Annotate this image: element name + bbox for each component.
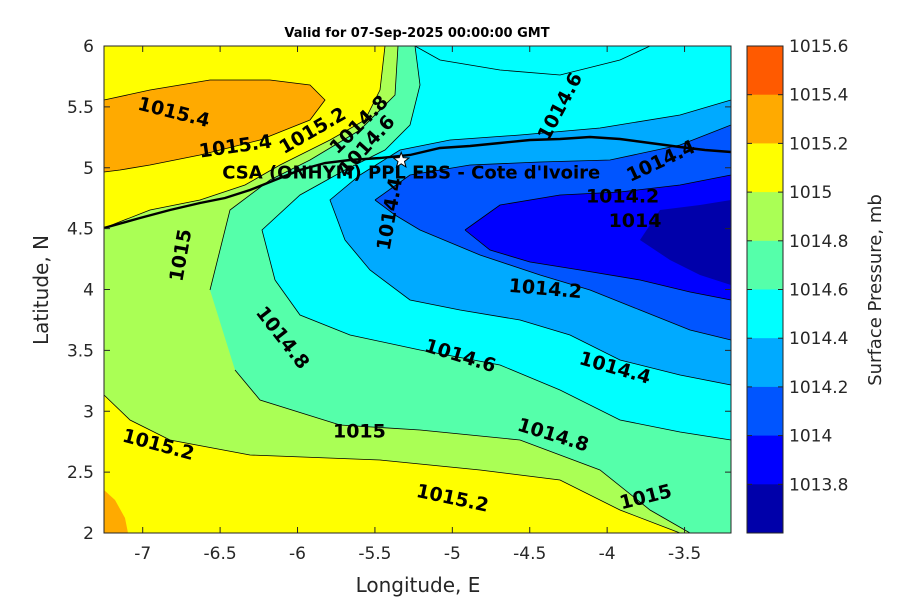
colorbar-tick-label: 1014.4	[789, 329, 848, 349]
colorbar-label: Surface Pressure, mb	[865, 194, 886, 386]
contour-line	[274, 279, 731, 441]
colorbar-segment	[747, 386, 783, 437]
contour-line	[374, 124, 731, 201]
y-tick-label: 3	[83, 402, 94, 422]
contour-lines	[104, 46, 731, 533]
y-tick-label: 2.5	[67, 463, 94, 483]
x-tick-label: -5.5	[358, 544, 391, 564]
site-label: CSA (ONHYM) PPL EBS - Cote d'Ivoire	[222, 162, 600, 183]
x-tick-label: -7	[134, 544, 151, 564]
contour-line	[209, 46, 399, 291]
colorbar-tick-label: 1015.6	[789, 37, 848, 57]
colorbar-tick-label: 1014.8	[789, 232, 848, 252]
coastline	[104, 135, 731, 230]
contour-fill	[104, 46, 731, 533]
contour-line	[464, 174, 731, 231]
x-tick-label: -3.5	[668, 544, 701, 564]
site-star-marker	[392, 150, 411, 169]
x-tick-label: -6.5	[204, 544, 237, 564]
colorbar-segment	[747, 435, 783, 485]
y-tick-label: 6	[83, 37, 94, 57]
contour-line	[234, 369, 691, 533]
colorbar-segment	[747, 484, 783, 534]
contour-line	[329, 99, 731, 241]
contour-label: 1015	[333, 420, 386, 442]
x-axis-label: Longitude, E	[356, 573, 481, 597]
colorbar-segment	[747, 240, 783, 290]
colorbar-segment	[747, 94, 783, 144]
colorbar-tick-label: 1015	[789, 183, 832, 203]
contour-line	[464, 229, 731, 301]
contour-line	[344, 239, 731, 386]
colorbar-segment	[747, 289, 783, 339]
contour-label: 1014.2	[586, 185, 659, 207]
x-tick-label: -5	[444, 544, 461, 564]
colorbar-segment	[747, 143, 783, 193]
site-marker-group: CSA (ONHYM) PPL EBS - Cote d'Ivoire	[222, 150, 600, 183]
level-1015-2-fill-top	[104, 80, 325, 172]
level-1013-8-fill	[465, 175, 731, 300]
colorbar-tick-label: 1015.4	[789, 86, 848, 106]
contour-line	[104, 79, 326, 173]
y-axis-label: Latitude, N	[29, 235, 53, 345]
y-axis: 2 2.5 3 3.5 4 4.5 5 5.5 6	[67, 37, 731, 544]
colorbar-tick-label: 1015.2	[789, 134, 848, 154]
y-tick-label: 4.5	[67, 220, 94, 240]
x-axis: -7 -6.5 -6 -5.5 -5 -4.5 -4 -3.5	[134, 46, 701, 564]
contour-line	[374, 199, 731, 341]
colorbar-tick-label: 1014.6	[789, 281, 848, 301]
x-tick-label: -6	[289, 544, 306, 564]
colorbar-segment	[747, 46, 783, 96]
level-1015-2-fill-corner	[104, 490, 128, 533]
x-tick-label: -4.5	[513, 544, 546, 564]
contour-line	[414, 46, 651, 76]
colorbar-tick-label: 1013.8	[789, 475, 848, 495]
y-tick-label: 5.5	[67, 98, 94, 118]
contour-label: 1014	[609, 210, 662, 232]
y-tick-label: 5	[83, 159, 94, 179]
chart-title: Valid for 07-Sep-2025 00:00:00 GMT	[284, 26, 549, 41]
level-1013-6-fill	[640, 200, 731, 285]
colorbar-tick-label: 1014.2	[789, 378, 848, 398]
y-tick-label: 4	[83, 281, 94, 301]
y-tick-label: 3.5	[67, 341, 94, 361]
colorbar-tick-label: 1014	[789, 427, 832, 447]
y-tick-label: 2	[83, 524, 94, 544]
contour-line	[104, 394, 681, 533]
x-tick-label: -4	[599, 544, 616, 564]
colorbar-segment	[747, 192, 783, 242]
colorbar: 1015.6 1015.4 1015.2 1015 1014.8 1014.6 1014.4…	[746, 37, 848, 534]
contour-line	[104, 46, 386, 229]
colorbar-segment	[747, 338, 783, 388]
